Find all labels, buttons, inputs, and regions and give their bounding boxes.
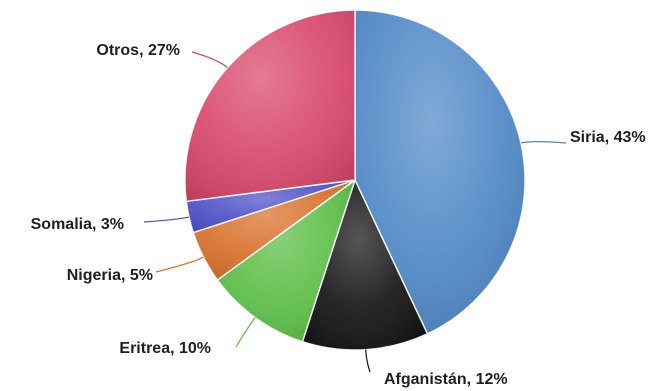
leader-lines-layer [143,51,567,373]
slice-label-afganistan: Afganistán, 12% [384,371,508,388]
pie-slice-shading-afganistan [302,180,428,350]
slice-label-nigeria: Nigeria, 5% [67,267,153,284]
pie-slice-shading-nigeria [193,180,355,280]
leader-line-siria [520,141,567,144]
pie-slice-shading-somalia [186,180,355,233]
slice-label-eritrea: Eritrea, 10% [119,340,211,357]
pie-slice-shading-siria [355,10,525,334]
leader-line-eritrea [235,317,256,348]
leader-line-somalia [143,216,190,223]
pie-slice-shading-otros [185,10,355,202]
leader-line-afganistan [365,349,371,373]
leader-line-otros [191,51,228,69]
labels-layer: Siria, 43% Afganistán, 12% Eritrea, 10% Nig… [31,42,646,388]
slice-label-siria: Siria, 43% [570,129,646,146]
slice-label-somalia: Somalia, 3% [31,216,124,233]
slice-label-otros: Otros, 27% [96,42,180,59]
slices-layer [184,9,526,351]
leader-line-nigeria [155,256,204,273]
pie-slice-shading-eritrea [217,180,355,342]
